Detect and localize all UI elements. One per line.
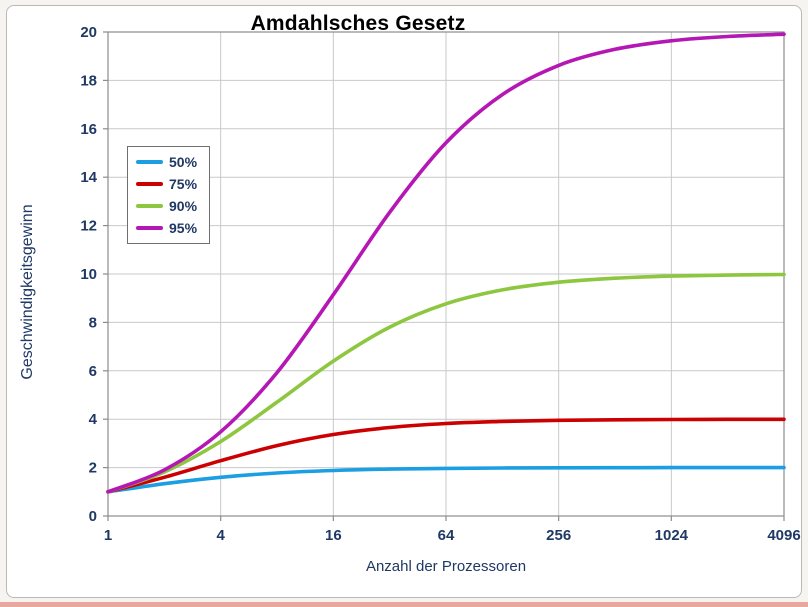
legend-swatch-95	[136, 226, 163, 230]
series-line-90%	[106, 272, 786, 494]
legend-entry: 95%	[136, 220, 197, 236]
series-line-95%	[106, 32, 786, 494]
chart-title: Amdahlsches Gesetz	[250, 12, 466, 35]
series-line-75%	[106, 417, 786, 494]
y-tick-label: 12	[80, 218, 97, 235]
chart-frame	[6, 5, 802, 598]
x-tick-label: 64	[438, 527, 455, 544]
y-tick-label: 0	[89, 508, 97, 525]
y-tick-label: 6	[89, 363, 97, 380]
legend-label-50: 50%	[169, 154, 198, 170]
y-tick-label: 18	[80, 72, 97, 89]
bottom-edge-strip	[0, 602, 808, 607]
x-axis-label: Anzahl der Prozessoren	[365, 558, 527, 575]
x-tick-label: 4	[216, 527, 225, 544]
legend-label-75: 75%	[169, 176, 198, 192]
y-tick-label: 8	[89, 314, 97, 331]
legend-label-90: 90%	[169, 198, 198, 214]
series-line-50%	[106, 465, 786, 494]
legend-swatch-75	[136, 182, 163, 186]
x-tick-label: 256	[546, 527, 571, 544]
y-tick-label: 16	[80, 121, 97, 138]
x-tick-label: 16	[325, 527, 342, 544]
y-axis-label: Geschwindigkeitsgewinn	[19, 204, 36, 380]
y-tick-label: 2	[89, 460, 97, 477]
legend-entry: 75%	[136, 176, 197, 192]
y-tick-label: 4	[89, 411, 98, 428]
legend-entry: 50%	[136, 154, 197, 170]
y-tick-label: 10	[80, 266, 97, 283]
y-tick-label: 20	[80, 24, 97, 41]
legend-swatch-50	[136, 160, 163, 164]
legend-entry: 90%	[136, 198, 197, 214]
legend: 50% 75% 90% 95%	[127, 146, 211, 244]
x-tick-label: 1024	[655, 527, 689, 544]
y-tick-label: 14	[80, 169, 97, 186]
x-tick-label: 1	[104, 527, 112, 544]
x-tick-label: 4096	[767, 527, 800, 544]
legend-label-95: 95%	[169, 220, 198, 236]
legend-swatch-90	[136, 204, 163, 208]
